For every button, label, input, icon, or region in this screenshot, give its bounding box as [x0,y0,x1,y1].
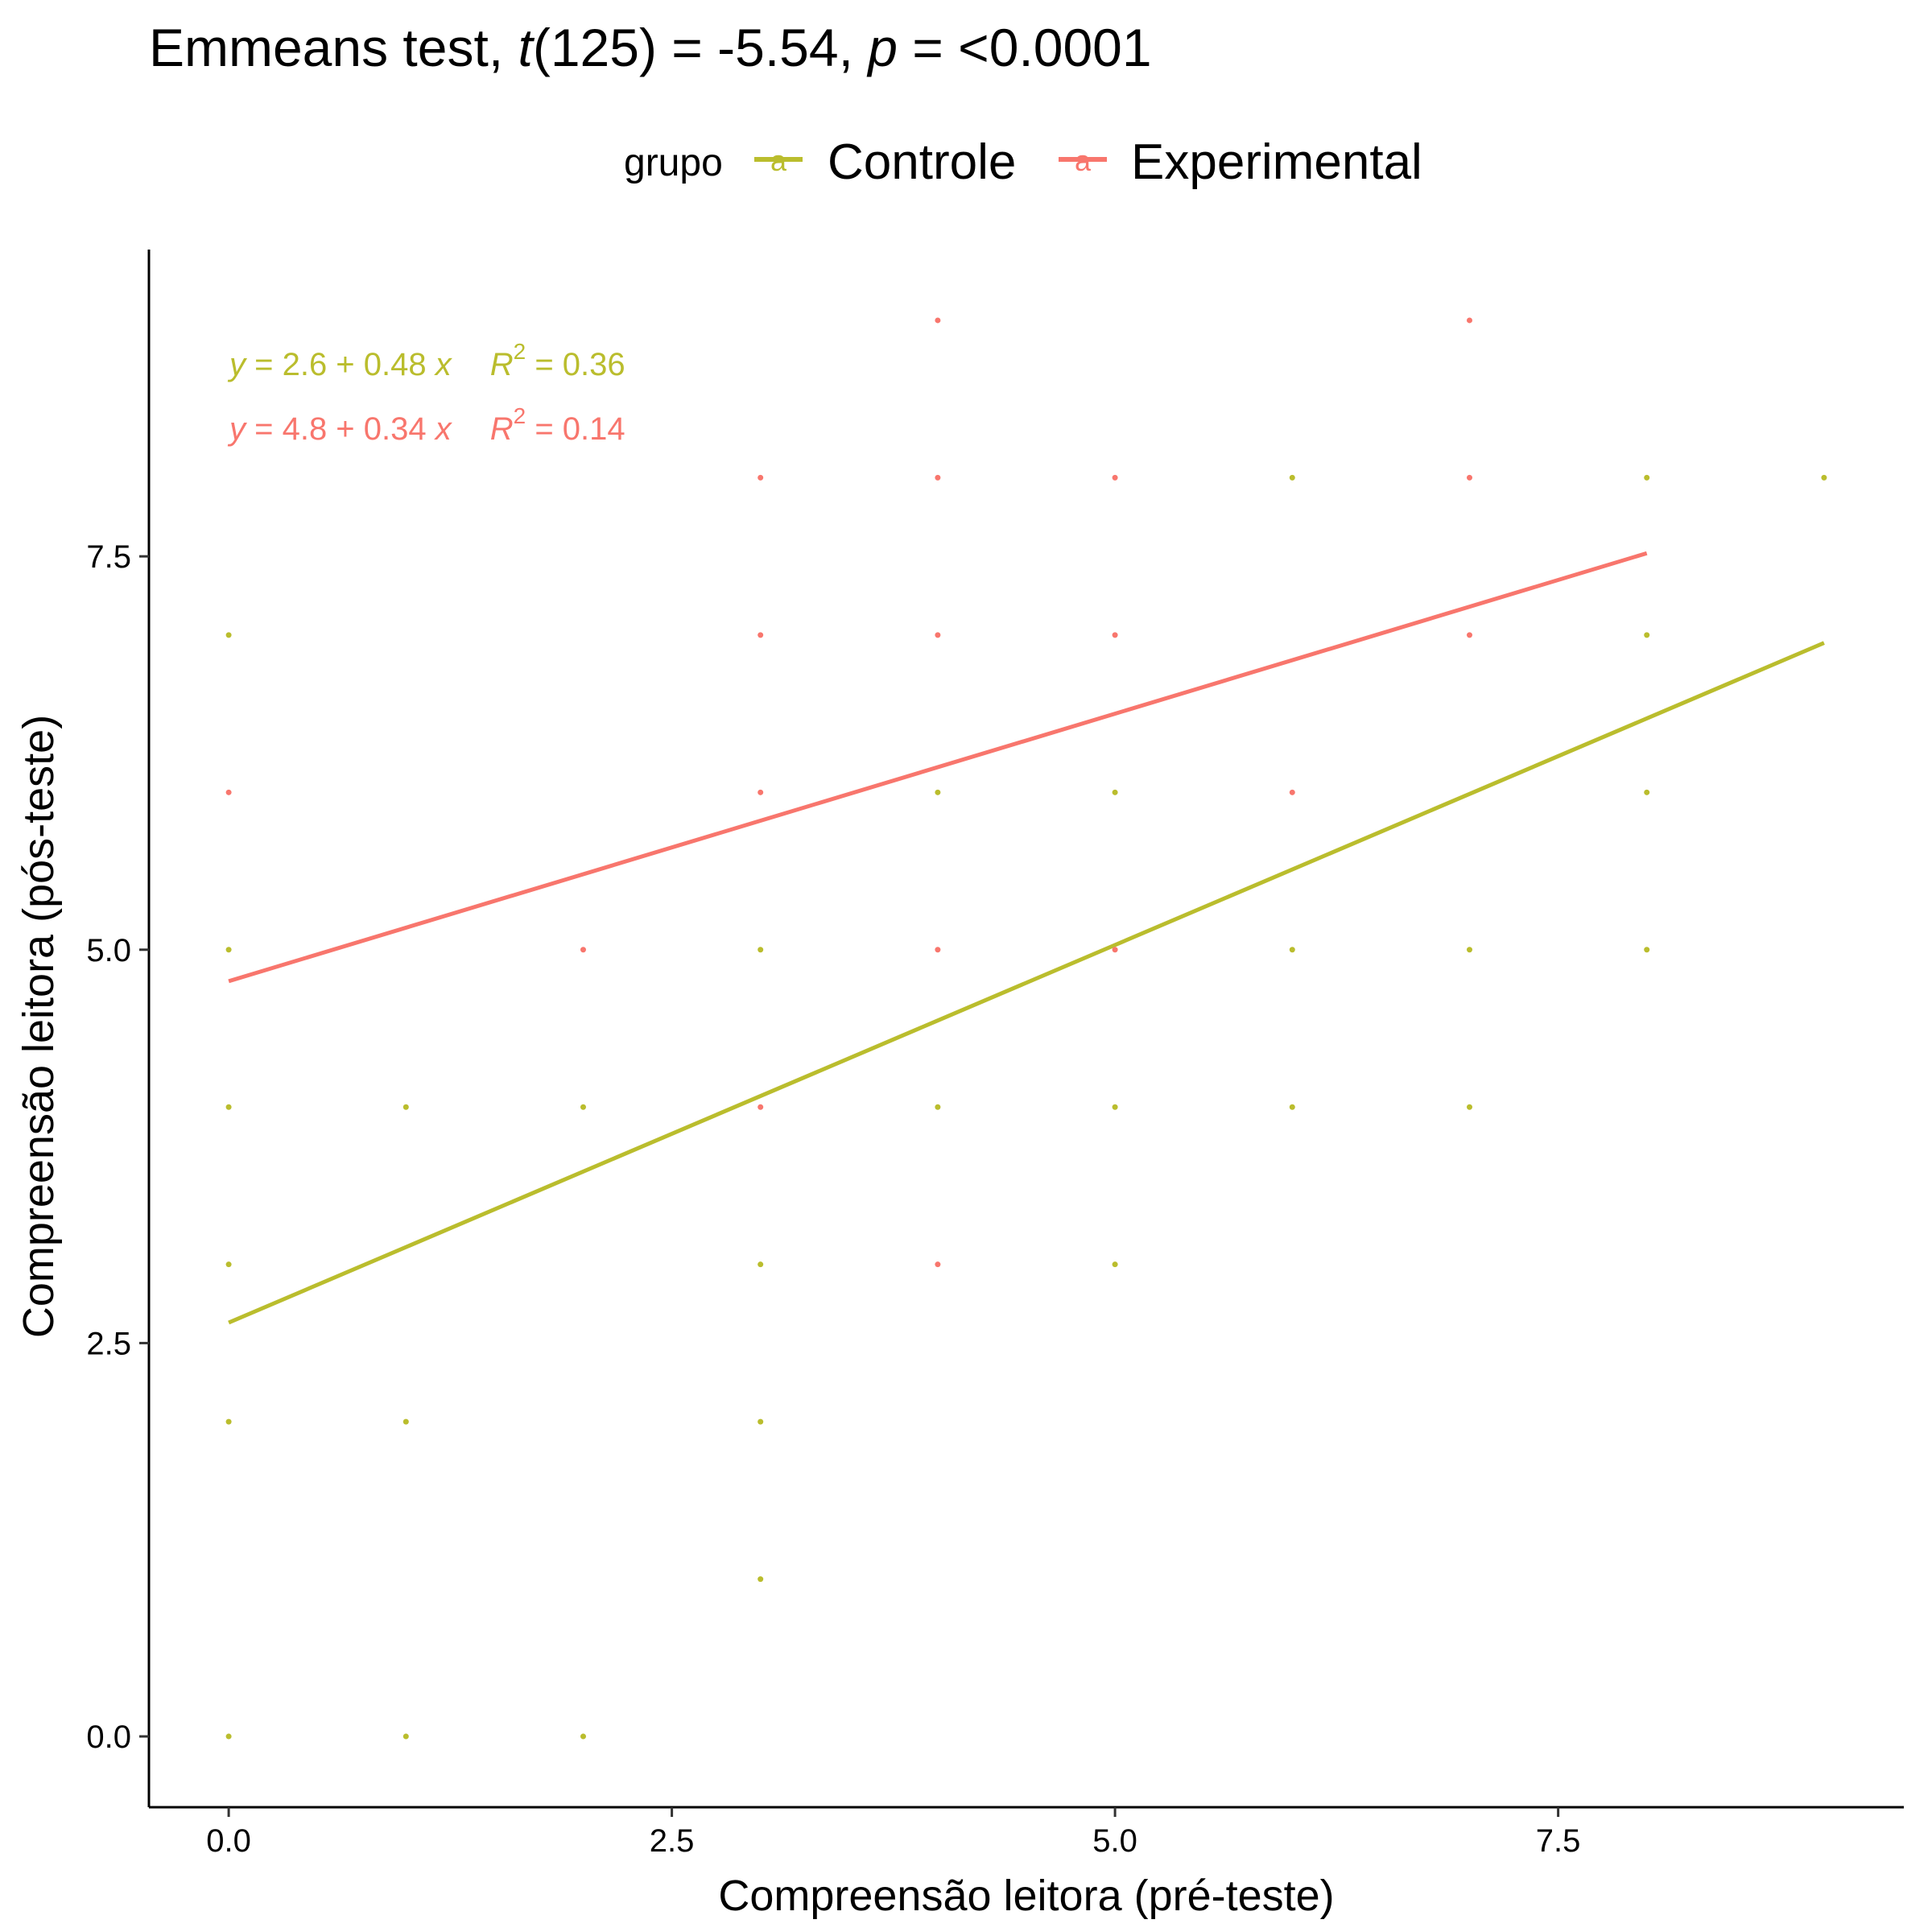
eq-controle-r2: = 0.36 [526,347,625,382]
legend-key-controle-glyph: a [770,144,787,177]
point-controle [1289,947,1295,953]
point-experimental [935,474,941,481]
x-tick-label: 0.0 [206,1823,251,1859]
eq-experimental-sup: 2 [514,403,526,428]
point-controle [935,789,941,795]
eq-experimental-x: x [434,411,453,447]
equation-controle: y = 2.6 + 0.48 x R2 = 0.36 [227,339,625,382]
eq-experimental-y: y [227,411,248,447]
point-controle [1467,947,1473,953]
point-controle [935,1104,941,1110]
legend-item-controle: a Controle [754,134,1016,190]
x-axis-title: Compreensão leitora (pré-teste) [718,1872,1334,1920]
point-experimental [1112,632,1118,638]
point-experimental [935,632,941,638]
point-experimental [1112,947,1118,953]
equation-experimental: y = 4.8 + 0.34 x R2 = 0.14 [227,403,625,447]
point-experimental [758,632,764,638]
point-experimental [935,317,941,324]
title-p-value: = <0.0001 [898,18,1152,77]
point-controle [1467,1104,1473,1110]
point-experimental [758,474,764,481]
point-experimental [1112,474,1118,481]
point-controle [1112,1104,1118,1110]
point-controle [580,1733,586,1740]
axes [147,250,1904,1809]
point-controle [1289,474,1295,481]
point-controle [225,1104,232,1110]
y-tick-label: 7.5 [86,539,131,575]
eq-controle-r: R [490,347,514,382]
data-points [225,317,1827,1740]
point-experimental [1467,317,1473,324]
point-controle [1644,632,1650,638]
y-ticks: 0.0 2.5 5.0 7.5 [86,539,149,1755]
point-controle [1112,789,1118,795]
legend-key-experimental-glyph: a [1075,144,1092,177]
x-tick-label: 7.5 [1536,1823,1581,1859]
x-tick-label: 2.5 [650,1823,695,1859]
title-t-stat: (125) = -5.54, [533,18,868,77]
point-controle [1644,789,1650,795]
point-controle [402,1733,409,1740]
point-experimental [1467,474,1473,481]
point-controle [1644,474,1650,481]
legend-item-experimental: a Experimental [1059,134,1422,190]
chart-title: Emmeans test, t(125) = -5.54, p = <0.000… [149,18,1152,77]
title-t-symbol: t [518,18,535,77]
point-controle [1112,1261,1118,1268]
fit-line-experimental [228,551,1648,984]
title-prefix: Emmeans test, [149,18,518,77]
point-experimental [1467,632,1473,638]
eq-experimental-r2: = 0.14 [526,411,625,447]
eq-experimental-rhs: = 4.8 + 0.34 [246,411,436,447]
point-experimental [935,1261,941,1268]
point-controle [402,1418,409,1425]
point-experimental [580,947,586,953]
point-controle [225,1261,232,1268]
point-controle [758,1418,764,1425]
x-tick-label: 5.0 [1092,1823,1137,1859]
legend-title: grupo [624,142,723,184]
legend-label-experimental: Experimental [1131,134,1422,190]
title-p-symbol: p [866,18,898,77]
fit-lines [228,551,1825,1325]
y-tick-label: 0.0 [86,1719,131,1755]
eq-controle-x: x [434,347,453,382]
point-controle [1821,474,1827,481]
point-experimental [758,789,764,795]
point-controle [758,947,764,953]
x-ticks: 0.0 2.5 5.0 7.5 [206,1807,1580,1859]
point-controle [758,1261,764,1268]
point-controle [580,1104,586,1110]
point-controle [225,1733,232,1740]
y-axis-title: Compreensão leitora (pós-teste) [14,715,63,1338]
point-experimental [935,947,941,953]
point-controle [225,1418,232,1425]
equations: y = 2.6 + 0.48 x R2 = 0.36 y = 4.8 + 0.34… [227,339,625,447]
eq-controle-rhs: = 2.6 + 0.48 [246,347,436,382]
eq-controle-y: y [227,347,248,382]
eq-experimental-r: R [490,411,514,447]
point-controle [1644,947,1650,953]
point-experimental [1289,789,1295,795]
point-controle [1289,1104,1295,1110]
y-tick-label: 5.0 [86,933,131,968]
point-experimental [225,789,232,795]
point-controle [402,1104,409,1110]
y-tick-label: 2.5 [86,1326,131,1361]
legend-label-controle: Controle [828,134,1016,190]
point-controle [758,1576,764,1583]
fit-line-controle [228,641,1825,1325]
point-experimental [758,1104,764,1110]
legend: grupo a Controle a Experimental [624,134,1422,190]
point-controle [225,632,232,638]
eq-controle-sup: 2 [514,339,526,364]
point-controle [225,947,232,953]
